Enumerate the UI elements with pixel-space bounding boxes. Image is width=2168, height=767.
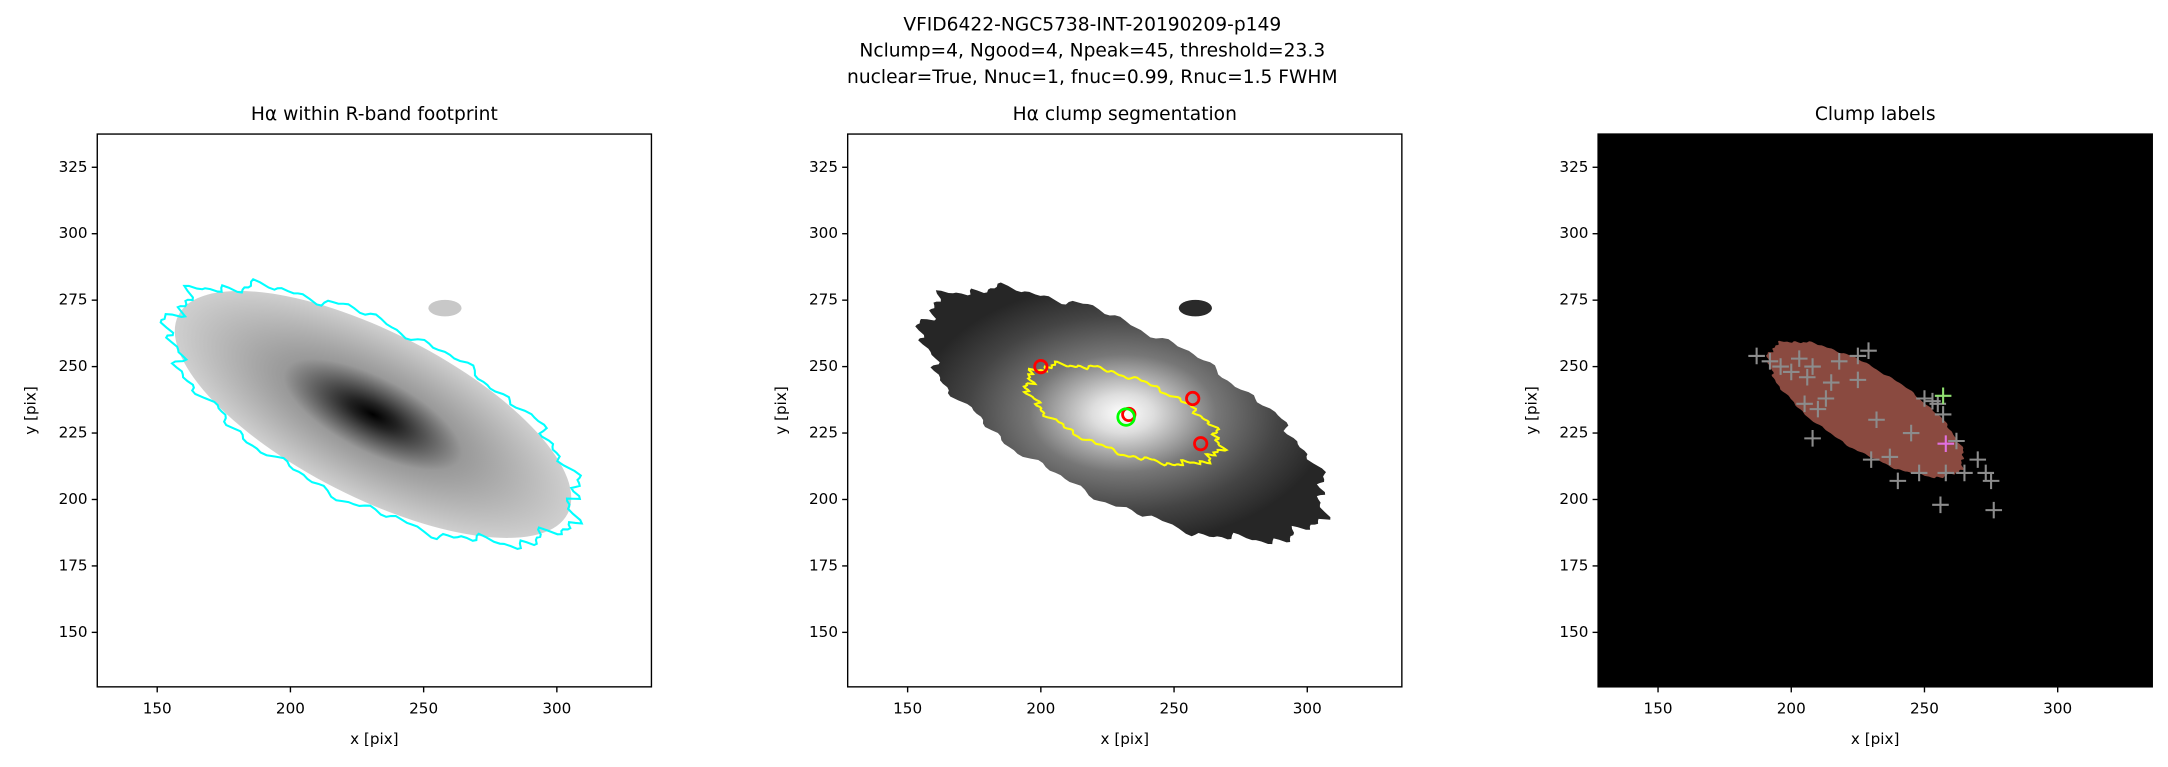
x-tick-label: 200 — [1026, 699, 1055, 717]
peak-marker — [1849, 371, 1867, 389]
peak-marker — [1902, 424, 1920, 442]
footprint-contour — [159, 278, 584, 551]
y-tick-label: 225 — [809, 424, 838, 442]
x-tick-label: 150 — [143, 699, 172, 717]
x-tick-label: 200 — [1777, 699, 1806, 717]
peak-marker — [1830, 352, 1848, 370]
y-tick-label: 250 — [59, 357, 88, 375]
suptitle: VFID6422-NGC5738-INT-20190209-p149 — [903, 14, 1281, 35]
peak-marker — [1804, 358, 1821, 375]
y-tick-label: 275 — [59, 291, 88, 309]
x-tick-label: 250 — [1160, 699, 1189, 717]
x-axis-label: x [pix] — [350, 730, 399, 748]
peak-marker — [1889, 472, 1907, 490]
peak-marker — [1969, 451, 1987, 468]
y-tick-label: 225 — [59, 424, 88, 442]
peak-marker — [1937, 435, 1955, 452]
peak-marker — [1782, 363, 1800, 381]
x-tick-label: 250 — [409, 699, 438, 717]
y-tick-label: 150 — [59, 623, 88, 641]
y-tick-label: 175 — [59, 556, 88, 574]
panel — [97, 134, 652, 687]
peak-marker — [1822, 374, 1840, 391]
clump-marker — [1193, 436, 1209, 452]
x-tick-label: 250 — [1910, 699, 1939, 717]
x-tick-label: 300 — [1293, 699, 1322, 717]
y-tick-label: 325 — [59, 158, 88, 176]
axes-frame — [96, 133, 653, 688]
x-tick-label: 300 — [2043, 699, 2072, 717]
suptitle: Nclump=4, Ngood=4, Npeak=45, threshold=2… — [859, 41, 1325, 62]
y-tick-label: 175 — [809, 556, 838, 574]
clump-marker — [1185, 390, 1201, 407]
galaxy-image — [174, 290, 572, 538]
peak-marker — [1798, 368, 1816, 386]
peak-marker — [1804, 430, 1821, 447]
y-tick-label: 275 — [1559, 291, 1588, 309]
clump-marker — [1033, 358, 1049, 375]
peak-marker — [1937, 464, 1955, 482]
peak-marker — [1934, 406, 1952, 423]
peak-marker — [1985, 501, 2003, 519]
y-tick-label: 250 — [809, 357, 838, 375]
y-tick-label: 200 — [59, 490, 88, 508]
peak-marker — [1761, 352, 1779, 370]
y-tick-label: 175 — [1559, 556, 1588, 574]
y-axis-label: y [pix] — [1522, 386, 1540, 435]
label-region — [1766, 340, 1965, 479]
peak-marker — [1910, 464, 1928, 482]
peak-marker — [1982, 472, 2000, 490]
y-axis-label: y [pix] — [21, 386, 39, 435]
y-tick-label: 325 — [1559, 158, 1588, 176]
peak-marker — [1881, 448, 1899, 466]
peak-marker — [1809, 400, 1827, 418]
x-axis-label: x [pix] — [1101, 730, 1150, 748]
y-tick-label: 150 — [1559, 623, 1588, 641]
peak-marker — [1948, 432, 1965, 450]
y-tick-label: 300 — [59, 224, 88, 242]
y-tick-label: 150 — [809, 623, 838, 641]
peak-marker — [1934, 387, 1952, 405]
threshold-contour — [1021, 360, 1229, 467]
peak-marker — [1817, 390, 1835, 407]
y-tick-label: 325 — [809, 158, 838, 176]
panel-title: Clump labels — [1815, 104, 1936, 125]
y-axis-label: y [pix] — [772, 386, 790, 435]
peak-marker — [1868, 411, 1885, 429]
peak-marker — [1932, 496, 1949, 514]
x-tick-label: 150 — [1644, 699, 1673, 717]
panel-title: Hα within R-band footprint — [251, 104, 498, 125]
y-tick-label: 225 — [1559, 424, 1588, 442]
axes-frame — [846, 133, 1403, 688]
panel-title: Hα clump segmentation — [1013, 104, 1237, 125]
peak-marker — [1796, 395, 1813, 413]
peak-marker — [1772, 358, 1789, 375]
peak-marker — [1862, 451, 1880, 468]
y-tick-label: 275 — [809, 291, 838, 309]
peak-marker — [1748, 347, 1765, 365]
y-tick-label: 200 — [1559, 490, 1588, 508]
peak-marker — [1849, 347, 1867, 365]
clump-marker — [1116, 407, 1136, 427]
x-tick-label: 300 — [542, 699, 571, 717]
panel — [1598, 134, 2153, 687]
peak-marker — [1916, 390, 1933, 407]
y-tick-label: 200 — [809, 490, 838, 508]
suptitle: nuclear=True, Nnuc=1, fnuc=0.99, Rnuc=1.… — [847, 67, 1338, 88]
x-tick-label: 200 — [276, 699, 305, 717]
galaxy-blob — [1178, 299, 1212, 317]
peak-marker — [1956, 464, 1973, 482]
y-tick-label: 250 — [1559, 357, 1588, 375]
y-tick-label: 300 — [809, 224, 838, 242]
axes-frame — [1597, 133, 2153, 688]
x-tick-label: 150 — [893, 699, 922, 717]
y-tick-label: 300 — [1559, 224, 1588, 242]
x-axis-label: x [pix] — [1851, 730, 1900, 748]
panel — [847, 134, 1402, 687]
peak-marker — [1790, 350, 1808, 367]
peak-marker — [1860, 342, 1877, 359]
galaxy-blob — [428, 299, 462, 317]
